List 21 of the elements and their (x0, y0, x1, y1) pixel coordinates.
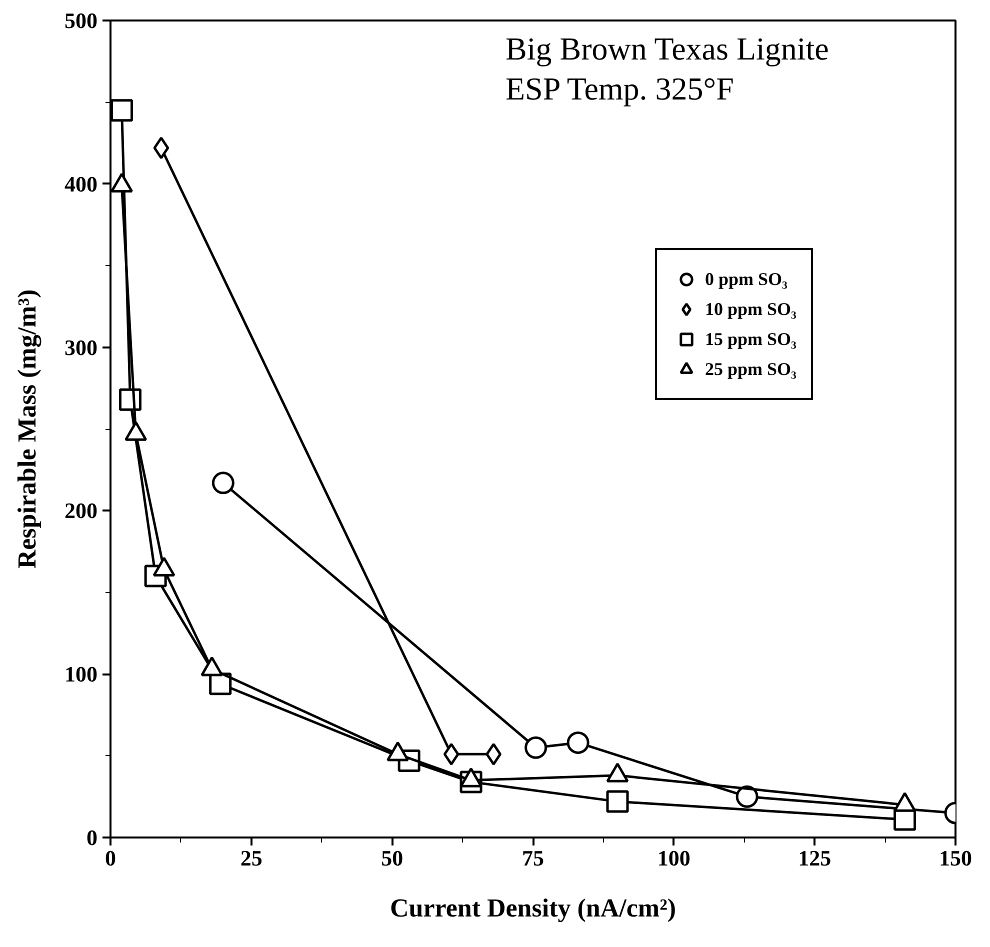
annotation: Big Brown Texas Lignite (506, 30, 829, 66)
x-axis-title: Current Density (nA/cm²) (390, 894, 676, 922)
y-tick-label: 200 (64, 498, 98, 524)
y-tick-label: 0 (86, 825, 98, 850)
x-tick-label: 100 (657, 846, 690, 870)
y-tick-label: 500 (64, 8, 98, 33)
x-tick-label: 75 (522, 846, 544, 870)
x-tick-label: 125 (798, 846, 832, 870)
legend-label: 0 ppm SO₃ (705, 268, 788, 290)
y-tick-label: 100 (64, 662, 98, 687)
legend-label: 15 ppm SO₃ (705, 328, 796, 350)
y-axis-title: Respirable Mass (mg/m³) (12, 289, 42, 569)
annotation: ESP Temp. 325°F (506, 70, 734, 106)
x-tick-label: 50 (381, 846, 404, 870)
x-tick-label: 0 (105, 846, 116, 870)
x-tick-label: 150 (939, 846, 972, 870)
y-tick-label: 300 (64, 334, 98, 360)
legend-label: 25 ppm SO₃ (705, 358, 796, 380)
y-tick-label: 400 (64, 171, 98, 196)
x-tick-label: 25 (240, 846, 262, 870)
legend-label: 10 ppm SO₃ (705, 298, 796, 320)
